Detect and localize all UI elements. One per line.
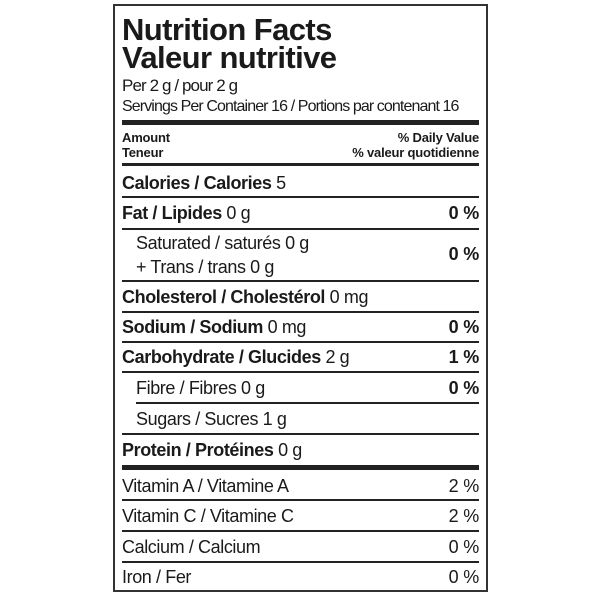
calories-label: Calories / Calories <box>122 173 272 193</box>
amount-header-en: Amount <box>122 130 170 145</box>
sugars-label: Sugars / Sucres 1 g <box>136 409 287 429</box>
divider <box>136 402 479 404</box>
calories-row: Calories / Calories 5 <box>122 174 286 192</box>
divider <box>122 499 479 501</box>
cholesterol-label: Cholesterol / Cholestérol <box>122 287 326 307</box>
fibre-label: Fibre / Fibres 0 g <box>136 378 265 398</box>
saturated-label: Saturated / saturés 0 g <box>136 233 309 253</box>
calcium-label: Calcium / Calcium <box>122 537 261 557</box>
vitamin-a-dv: 2 % <box>448 476 480 496</box>
cholesterol-row: Cholesterol / Cholestérol 0 mg <box>122 288 368 306</box>
fat-label: Fat / Lipides <box>122 203 222 223</box>
carbohydrate-amount: 2 g <box>325 347 350 367</box>
trans-label: + Trans / trans 0 g <box>136 257 274 277</box>
protein-amount: 0 g <box>278 440 302 460</box>
sodium-dv: 0 % <box>448 317 480 337</box>
fibre-dv-value: 0 % <box>448 378 480 398</box>
iron-label: Iron / Fer <box>122 567 192 587</box>
divider <box>122 371 479 373</box>
divider <box>122 228 479 230</box>
divider <box>122 196 479 198</box>
vitamin-a-label: Vitamin A / Vitamine A <box>122 476 289 496</box>
sodium-amount: 0 mg <box>267 317 307 337</box>
carbohydrate-dv: 1 % <box>448 347 480 367</box>
nutrition-label-border <box>113 4 488 592</box>
calories-value: 5 <box>276 173 286 193</box>
divider <box>122 311 479 313</box>
divider <box>122 280 479 282</box>
dv-header-en: % Daily Value <box>397 130 479 145</box>
divider <box>122 163 479 166</box>
divider <box>122 341 479 343</box>
sodium-label: Sodium / Sodium <box>122 317 263 337</box>
saturated-trans-dv-value: 0 % <box>448 244 480 264</box>
fibre-dv: 0 % <box>448 378 480 398</box>
servings-per-container: Servings Per Container 16 / Portions par… <box>122 98 459 115</box>
vitamin-c-label: Vitamin C / Vitamine C <box>122 506 294 526</box>
serving-size: Per 2 g / pour 2 g <box>122 76 238 95</box>
calcium-dv: 0 % <box>448 537 480 557</box>
dv-header-fr: % valeur quotidienne <box>352 145 479 160</box>
fat-dv: 0 % <box>448 203 480 223</box>
carbohydrate-dv-value: 1 % <box>448 347 480 367</box>
fat-amount: 0 g <box>226 203 251 223</box>
divider-thick <box>122 465 479 470</box>
carbohydrate-label: Carbohydrate / Glucides <box>122 347 321 367</box>
cholesterol-amount: 0 mg <box>329 287 369 307</box>
vitamin-c-dv: 2 % <box>448 506 480 526</box>
divider-thick <box>122 120 479 125</box>
amount-header-fr: Teneur <box>122 145 164 160</box>
carbohydrate-row: Carbohydrate / Glucides 2 g <box>122 347 350 367</box>
protein-row: Protein / Protéines 0 g <box>122 441 302 459</box>
fat-dv-value: 0 % <box>448 203 480 223</box>
title-en: Nutrition Facts <box>122 12 332 47</box>
saturated-trans-dv: 0 % <box>448 244 480 264</box>
protein-label: Protein / Protéines <box>122 440 274 460</box>
title-fr: Valeur nutritive <box>122 40 337 75</box>
sodium-dv-value: 0 % <box>448 317 480 337</box>
sodium-row: Sodium / Sodium 0 mg <box>122 318 306 336</box>
fat-row: Fat / Lipides 0 g <box>122 203 251 223</box>
divider <box>122 530 479 532</box>
divider <box>122 433 479 435</box>
divider <box>122 561 479 563</box>
iron-dv: 0 % <box>448 567 480 587</box>
